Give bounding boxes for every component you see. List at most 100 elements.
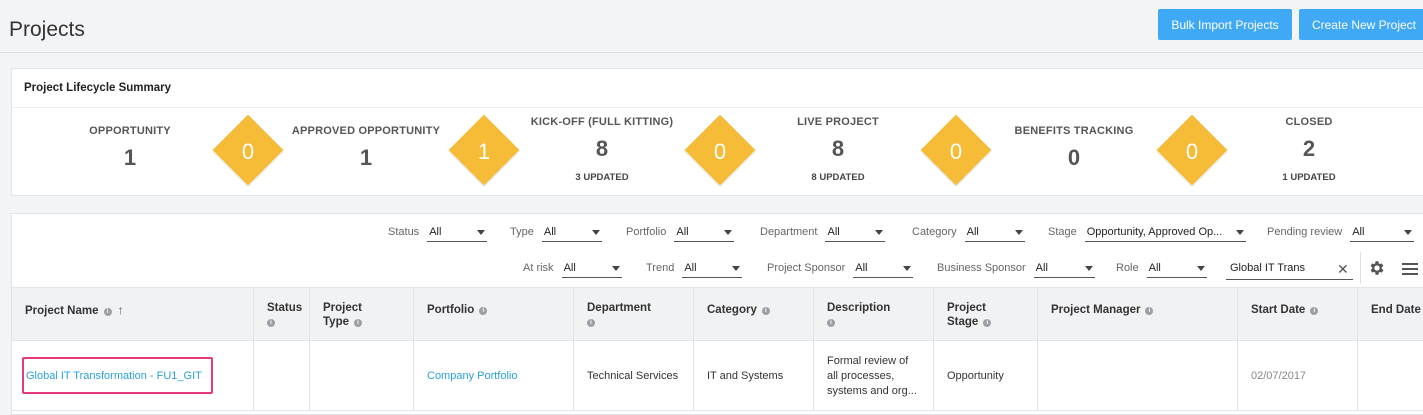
cell-project-manager — [1037, 341, 1237, 411]
filter-label: Stage — [1048, 226, 1077, 238]
project-name-highlight — [22, 357, 213, 394]
sort-ascending-icon[interactable]: ↑ — [117, 303, 124, 317]
select-value: All — [684, 262, 697, 274]
column-label: Description — [827, 302, 891, 314]
filter-label: Trend — [646, 262, 675, 274]
clear-search-icon[interactable]: ✕ — [1337, 261, 1349, 277]
business-sponsor-select[interactable]: All — [1033, 258, 1095, 278]
info-icon: i — [761, 307, 770, 315]
cell-start-date: 02/07/2017 — [1237, 341, 1357, 411]
stage-updated: 1 UPDATED — [1282, 172, 1336, 183]
stage-select[interactable]: Opportunity, Approved Op... — [1084, 222, 1246, 242]
stage-count: 1 — [359, 145, 373, 170]
filter-role: Role All — [1116, 258, 1207, 278]
filter-at-risk: At risk All — [523, 258, 622, 278]
table-row[interactable]: Company Portfolio Technical Services IT … — [12, 341, 1423, 411]
description-line: Formal review of — [827, 354, 909, 367]
filter-label: Business Sponsor — [937, 262, 1026, 274]
column-label: End Date — [1371, 304, 1421, 316]
create-project-button[interactable]: Create New Project — [1299, 9, 1423, 40]
table-header: Project Name i ↑ Status i Project Type i Port… — [12, 287, 1423, 342]
info-icon: i — [479, 307, 488, 315]
info-icon: i — [587, 319, 595, 327]
column-project-type[interactable]: Project Type i — [309, 288, 413, 342]
gear-icon[interactable] — [1368, 259, 1386, 277]
info-icon: i — [827, 319, 835, 327]
column-start-date[interactable]: Start Date i — [1237, 288, 1357, 342]
column-label: Project Manager — [1051, 304, 1141, 316]
filter-pending-review: Pending review All — [1267, 222, 1415, 242]
chevron-down-icon — [724, 230, 733, 235]
at-risk-select[interactable]: All — [561, 258, 622, 278]
select-value: All — [676, 226, 689, 238]
filter-label: Pending review — [1267, 226, 1343, 238]
cell-department: Technical Services — [573, 341, 693, 411]
department-select[interactable]: All — [825, 222, 886, 242]
transition-count: 0 — [713, 139, 727, 164]
transition-count: 0 — [949, 139, 963, 164]
column-end-date[interactable]: End Date — [1357, 288, 1423, 342]
column-label: Department — [587, 302, 651, 314]
column-status[interactable]: Status i — [253, 288, 309, 342]
chevron-down-icon — [875, 230, 884, 235]
stage-count: 2 — [1302, 136, 1316, 161]
stage-opportunity[interactable]: OPPORTUNITY 1 — [45, 125, 215, 171]
select-value: All — [1035, 262, 1048, 274]
status-select[interactable]: All — [427, 222, 488, 242]
stage-name: LIVE PROJECT — [797, 116, 879, 128]
info-icon: i — [1310, 307, 1319, 315]
trend-select[interactable]: All — [682, 258, 743, 278]
cell-description: Formal review of all processes, systems … — [813, 341, 933, 411]
column-description[interactable]: Description i — [813, 288, 933, 342]
stage-name: APPROVED OPPORTUNITY — [291, 125, 441, 137]
filter-label: At risk — [523, 262, 554, 274]
filter-department: Department All — [760, 222, 886, 242]
pending-review-select[interactable]: All — [1350, 222, 1415, 242]
filter-label: Category — [912, 226, 957, 238]
bulk-import-button[interactable]: Bulk Import Projects — [1158, 9, 1292, 40]
select-value: All — [1148, 262, 1161, 274]
menu-icon[interactable] — [1402, 263, 1418, 278]
stage-kickoff[interactable]: KICK-OFF (FULL KITTING) 8 3 UPDATED — [517, 116, 687, 183]
filter-trend: Trend All — [646, 258, 743, 278]
filter-label: Role — [1116, 262, 1139, 274]
stage-count: 0 — [1067, 145, 1081, 170]
stage-count: 8 — [595, 136, 609, 161]
title-divider — [0, 52, 1423, 53]
stage-approved-opportunity[interactable]: APPROVED OPPORTUNITY 1 — [281, 125, 451, 171]
chevron-down-icon — [611, 266, 620, 271]
column-department[interactable]: Department i — [573, 288, 693, 342]
column-project-name[interactable]: Project Name i ↑ — [12, 288, 253, 342]
column-project-stage[interactable]: Project Stage i — [933, 288, 1037, 342]
chevron-down-icon — [591, 230, 600, 235]
portfolio-link[interactable]: Company Portfolio — [413, 341, 573, 411]
stage-count: 8 — [831, 136, 845, 161]
chevron-down-icon — [903, 266, 912, 271]
info-icon: i — [267, 319, 275, 327]
column-project-manager[interactable]: Project Manager i — [1037, 288, 1237, 342]
column-label: Project — [947, 302, 986, 314]
project-name-link[interactable]: Global IT Transformation - FU1_GIT — [26, 370, 202, 382]
stage-closed[interactable]: CLOSED 2 1 UPDATED — [1224, 116, 1394, 183]
summary-divider — [12, 107, 1423, 108]
stage-count: 1 — [123, 145, 137, 170]
category-select[interactable]: All — [964, 222, 1025, 242]
type-select[interactable]: All — [541, 222, 602, 242]
stage-live-project[interactable]: LIVE PROJECT 8 8 UPDATED — [753, 116, 923, 183]
stage-benefits-tracking[interactable]: BENEFITS TRACKING 0 — [989, 125, 1159, 171]
stage-name: OPPORTUNITY — [89, 125, 171, 137]
filter-stage: Stage Opportunity, Approved Op... — [1048, 222, 1246, 242]
portfolio-select[interactable]: All — [674, 222, 735, 242]
project-sponsor-select[interactable]: All — [853, 258, 914, 278]
stage-name: CLOSED — [1285, 116, 1333, 128]
transition-count: 1 — [477, 139, 491, 164]
stage-name: BENEFITS TRACKING — [1014, 125, 1134, 137]
toolbar-divider — [1360, 252, 1361, 284]
role-select[interactable]: All — [1146, 258, 1207, 278]
chevron-down-icon — [1014, 230, 1023, 235]
column-portfolio[interactable]: Portfolio i — [413, 288, 573, 342]
search-input[interactable]: Global IT Trans — [1226, 258, 1353, 280]
chevron-down-icon — [1084, 266, 1093, 271]
filter-type: Type All — [510, 222, 602, 242]
column-category[interactable]: Category i — [693, 288, 813, 342]
